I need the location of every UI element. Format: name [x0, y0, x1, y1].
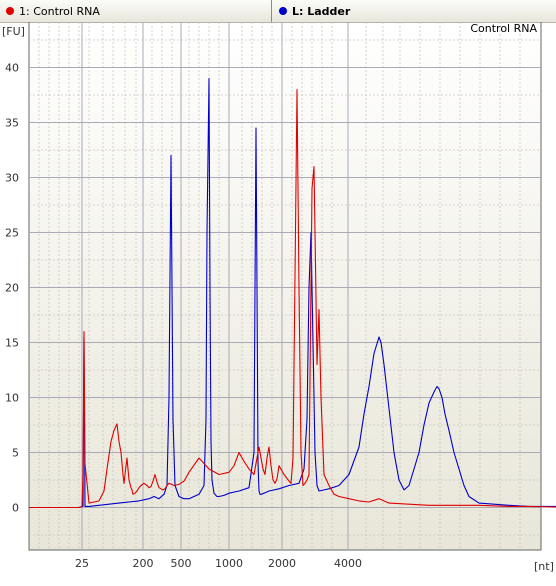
x-tick-label: 2000 [268, 557, 296, 570]
x-tick-label: 500 [171, 557, 192, 570]
ladder-trace [29, 77, 556, 509]
electropherogram-chart: 0 5 10 15 20 25 30 35 40 25 200 500 1000 2000 4000 [FU… [2, 22, 556, 573]
axes: 0 5 10 15 20 25 30 35 40 25 200 500 1000 2000 4000 [5, 62, 362, 571]
y-tick-label: 35 [5, 117, 19, 130]
x-tick-label: 25 [75, 557, 89, 570]
tab-ladder[interactable]: L: Ladder [273, 0, 556, 22]
y-tick-label: 40 [5, 62, 19, 75]
x-tick-label: 1000 [215, 557, 243, 570]
plot-background [28, 22, 542, 551]
series [29, 77, 556, 509]
y-tick-label: 5 [12, 447, 19, 460]
y-tick-label: 10 [5, 392, 19, 405]
x-axis-label: [nt] [534, 560, 554, 573]
blue-dot-icon [279, 7, 287, 15]
chart-title: Control RNA [470, 22, 537, 35]
tab-control-rna[interactable]: 1: Control RNA [0, 0, 272, 22]
y-tick-label: 15 [5, 337, 19, 350]
control-rna-trace [29, 88, 556, 509]
legend-tabs: 1: Control RNA L: Ladder [0, 0, 556, 23]
tab-label: 1: Control RNA [19, 4, 100, 18]
y-axis-label: [FU] [2, 25, 25, 38]
x-tick-label: 200 [133, 557, 154, 570]
tab-label: L: Ladder [292, 4, 351, 18]
y-tick-label: 25 [5, 227, 19, 240]
y-tick-label: 0 [12, 502, 19, 515]
y-tick-label: 30 [5, 172, 19, 185]
y-tick-label: 20 [5, 282, 19, 295]
red-dot-icon [6, 7, 14, 15]
x-tick-label: 4000 [334, 557, 362, 570]
